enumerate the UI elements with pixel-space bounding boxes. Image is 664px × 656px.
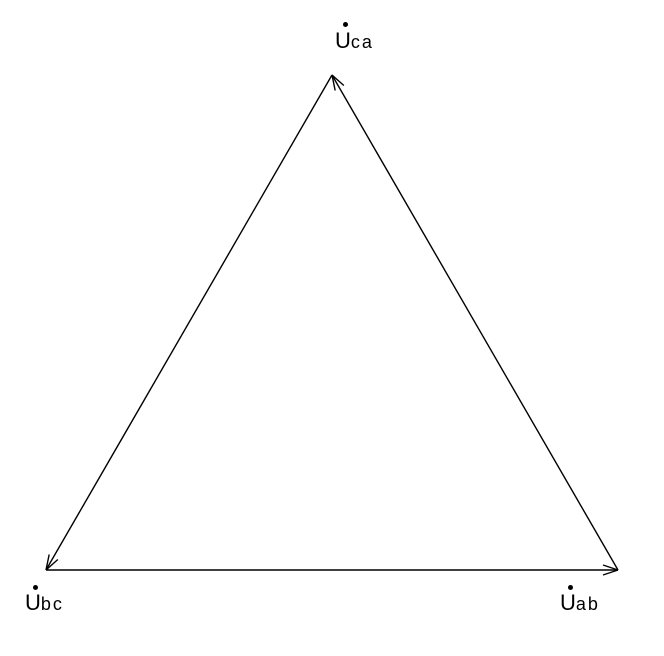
arrowhead-stroke — [603, 570, 618, 575]
phasor-triangle-svg — [0, 0, 664, 656]
label-uab-sub: ab — [576, 594, 600, 614]
label-uab-u: U — [560, 590, 576, 615]
triangle-edge — [46, 75, 332, 570]
label-uca: Uca — [335, 28, 374, 54]
label-ubc-u: U — [25, 590, 41, 615]
triangle-edge — [332, 75, 618, 570]
label-uca-sub: ca — [351, 32, 374, 52]
label-uab: Uab — [560, 590, 600, 616]
label-uca-u: U — [335, 28, 351, 53]
label-ubc: Ubc — [25, 590, 64, 616]
dot-uca — [343, 22, 348, 27]
label-ubc-sub: bc — [41, 594, 64, 614]
